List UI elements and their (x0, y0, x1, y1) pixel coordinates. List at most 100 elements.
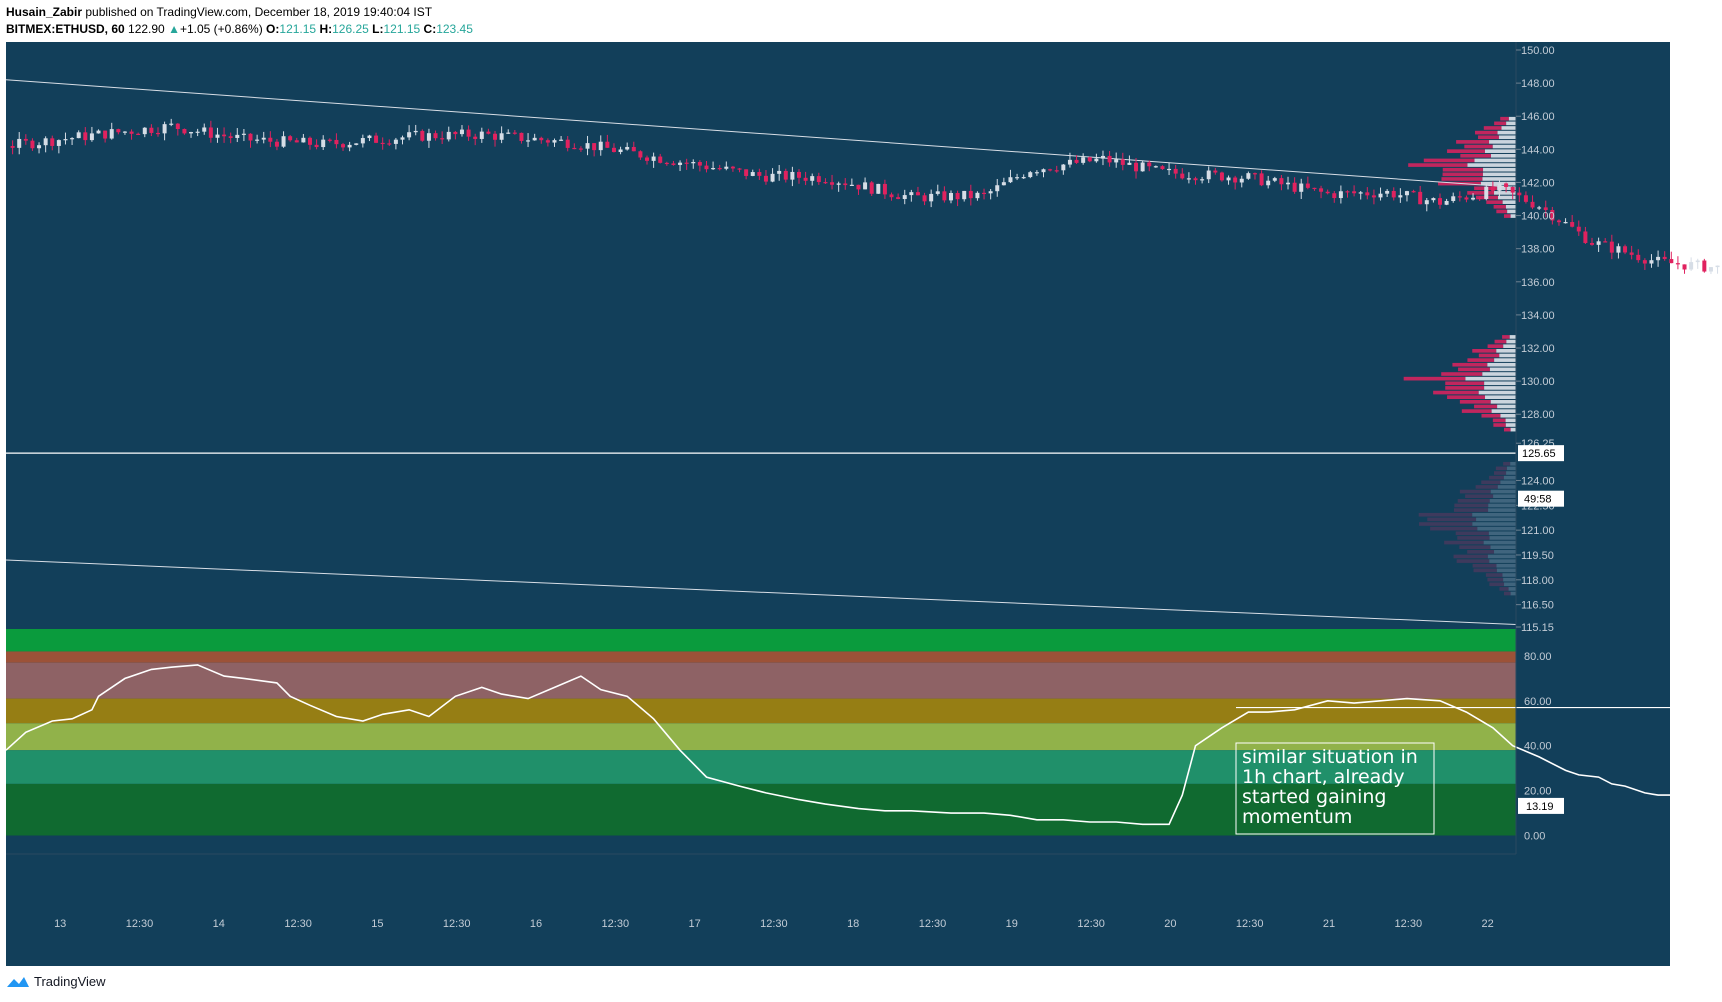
candle-body (1570, 222, 1575, 227)
candle-body (598, 141, 603, 151)
candle-body (882, 183, 887, 195)
symbol-label[interactable]: BITMEX:ETHUSD, 60 (6, 22, 125, 36)
price-tick-label: 132.00 (1521, 343, 1555, 355)
volume-bar-buy (1490, 153, 1516, 158)
volume-bar-sell (1457, 499, 1490, 503)
tradingview-logo-icon (7, 976, 29, 987)
time-axis: 13 12:30 14 12:30 15 12:30 16 12:30 17 12:30 18 12:… (6, 853, 1516, 930)
volume-bar-buy (1489, 499, 1516, 503)
candle-body (856, 184, 861, 190)
candle-body (129, 131, 134, 134)
candle-body (1424, 200, 1429, 205)
candle-body (1629, 252, 1634, 255)
candles (10, 118, 1720, 275)
price-tick-label: 138.00 (1521, 244, 1555, 256)
volume-bar-sell (1455, 531, 1489, 536)
candle-body (816, 176, 821, 183)
candle-body (948, 193, 953, 201)
volume-bar-buy (1508, 587, 1516, 591)
volume-bar-sell (1486, 200, 1503, 204)
open-value: 121.15 (279, 22, 317, 36)
osc-band-0 (6, 629, 1516, 652)
candle-body (942, 191, 947, 201)
candle-body (552, 140, 557, 143)
candle-body (1675, 263, 1680, 265)
candle-body (195, 131, 200, 133)
candle-body (1266, 180, 1271, 186)
candle-body (1371, 195, 1376, 198)
candle-body (1477, 197, 1482, 199)
candle-body (962, 190, 967, 200)
candle-body (1081, 157, 1086, 163)
volume-bar-sell (1452, 362, 1488, 367)
osc-band-3 (6, 698, 1516, 724)
candle-body (354, 143, 359, 145)
volume-bar-buy (1500, 480, 1516, 485)
candle-body (268, 137, 273, 142)
volume-bar-sell (1456, 140, 1490, 144)
candle-body (651, 156, 656, 161)
volume-bar-sell (1478, 135, 1499, 140)
candle-body (374, 135, 379, 143)
candle-body (678, 162, 683, 165)
volume-bar-sell (1430, 526, 1478, 531)
volume-bar-buy (1502, 200, 1516, 204)
candle-body (658, 156, 663, 163)
candle-body (559, 139, 564, 141)
volume-bar-sell (1472, 349, 1497, 353)
candle-body (1438, 198, 1443, 205)
candle-body (1431, 198, 1436, 201)
candle-body (1219, 172, 1224, 181)
volume-bar-buy (1477, 526, 1516, 531)
candle-body (1034, 172, 1039, 174)
volume-bar-sell (1481, 413, 1501, 418)
candle-body (1087, 157, 1092, 162)
candle-body (255, 139, 260, 141)
price-label-box (1518, 445, 1564, 462)
volume-bar-sell (1464, 144, 1493, 149)
candle-body (1292, 182, 1297, 192)
volume-bar-buy (1504, 582, 1516, 587)
candle-body (1233, 177, 1238, 183)
author-name[interactable]: Husain_Zabir (6, 5, 83, 19)
brand-name[interactable]: TradingView (34, 974, 106, 989)
volume-bar-buy (1498, 135, 1516, 140)
volume-bar-sell (1504, 214, 1511, 218)
volume-bar-sell (1472, 563, 1497, 568)
candle-body (1180, 173, 1185, 179)
candle-body (367, 135, 372, 139)
candle-body (1530, 201, 1535, 208)
time-tick-label: 13 (54, 918, 66, 930)
candle-body (1550, 210, 1555, 221)
candle-body (433, 133, 438, 139)
trendlines (5, 79, 1517, 626)
candle-body (1352, 191, 1357, 194)
candle-body (466, 129, 471, 137)
candle-body (889, 194, 894, 198)
volume-bar-sell (1499, 587, 1509, 591)
candle-body (1061, 164, 1066, 171)
volume-bar-buy (1493, 494, 1516, 499)
osc-value-text: 13.19 (1526, 801, 1554, 813)
close-value: 123.45 (436, 22, 473, 36)
price-tick-label: 118.00 (1521, 575, 1554, 587)
volume-bar-sell (1467, 358, 1495, 362)
candle-body (1656, 256, 1661, 261)
volume-bar-buy (1505, 423, 1516, 427)
time-tick-label: 12:30 (1077, 918, 1105, 930)
volume-bar-sell (1403, 376, 1466, 381)
volume-bar-buy (1483, 167, 1516, 172)
candle-body (843, 183, 848, 186)
candle-body (1299, 183, 1304, 192)
volume-bar-buy (1503, 577, 1516, 582)
candle-body (1048, 169, 1053, 171)
candle-body (63, 139, 68, 141)
candle-body (1404, 191, 1409, 196)
candle-body (228, 136, 233, 138)
time-tick-label: 12:30 (919, 918, 947, 930)
candle-body (1127, 162, 1132, 165)
candle-body (1609, 241, 1614, 253)
volume-bar-sell (1494, 121, 1507, 126)
volume-bar-buy (1503, 475, 1516, 480)
